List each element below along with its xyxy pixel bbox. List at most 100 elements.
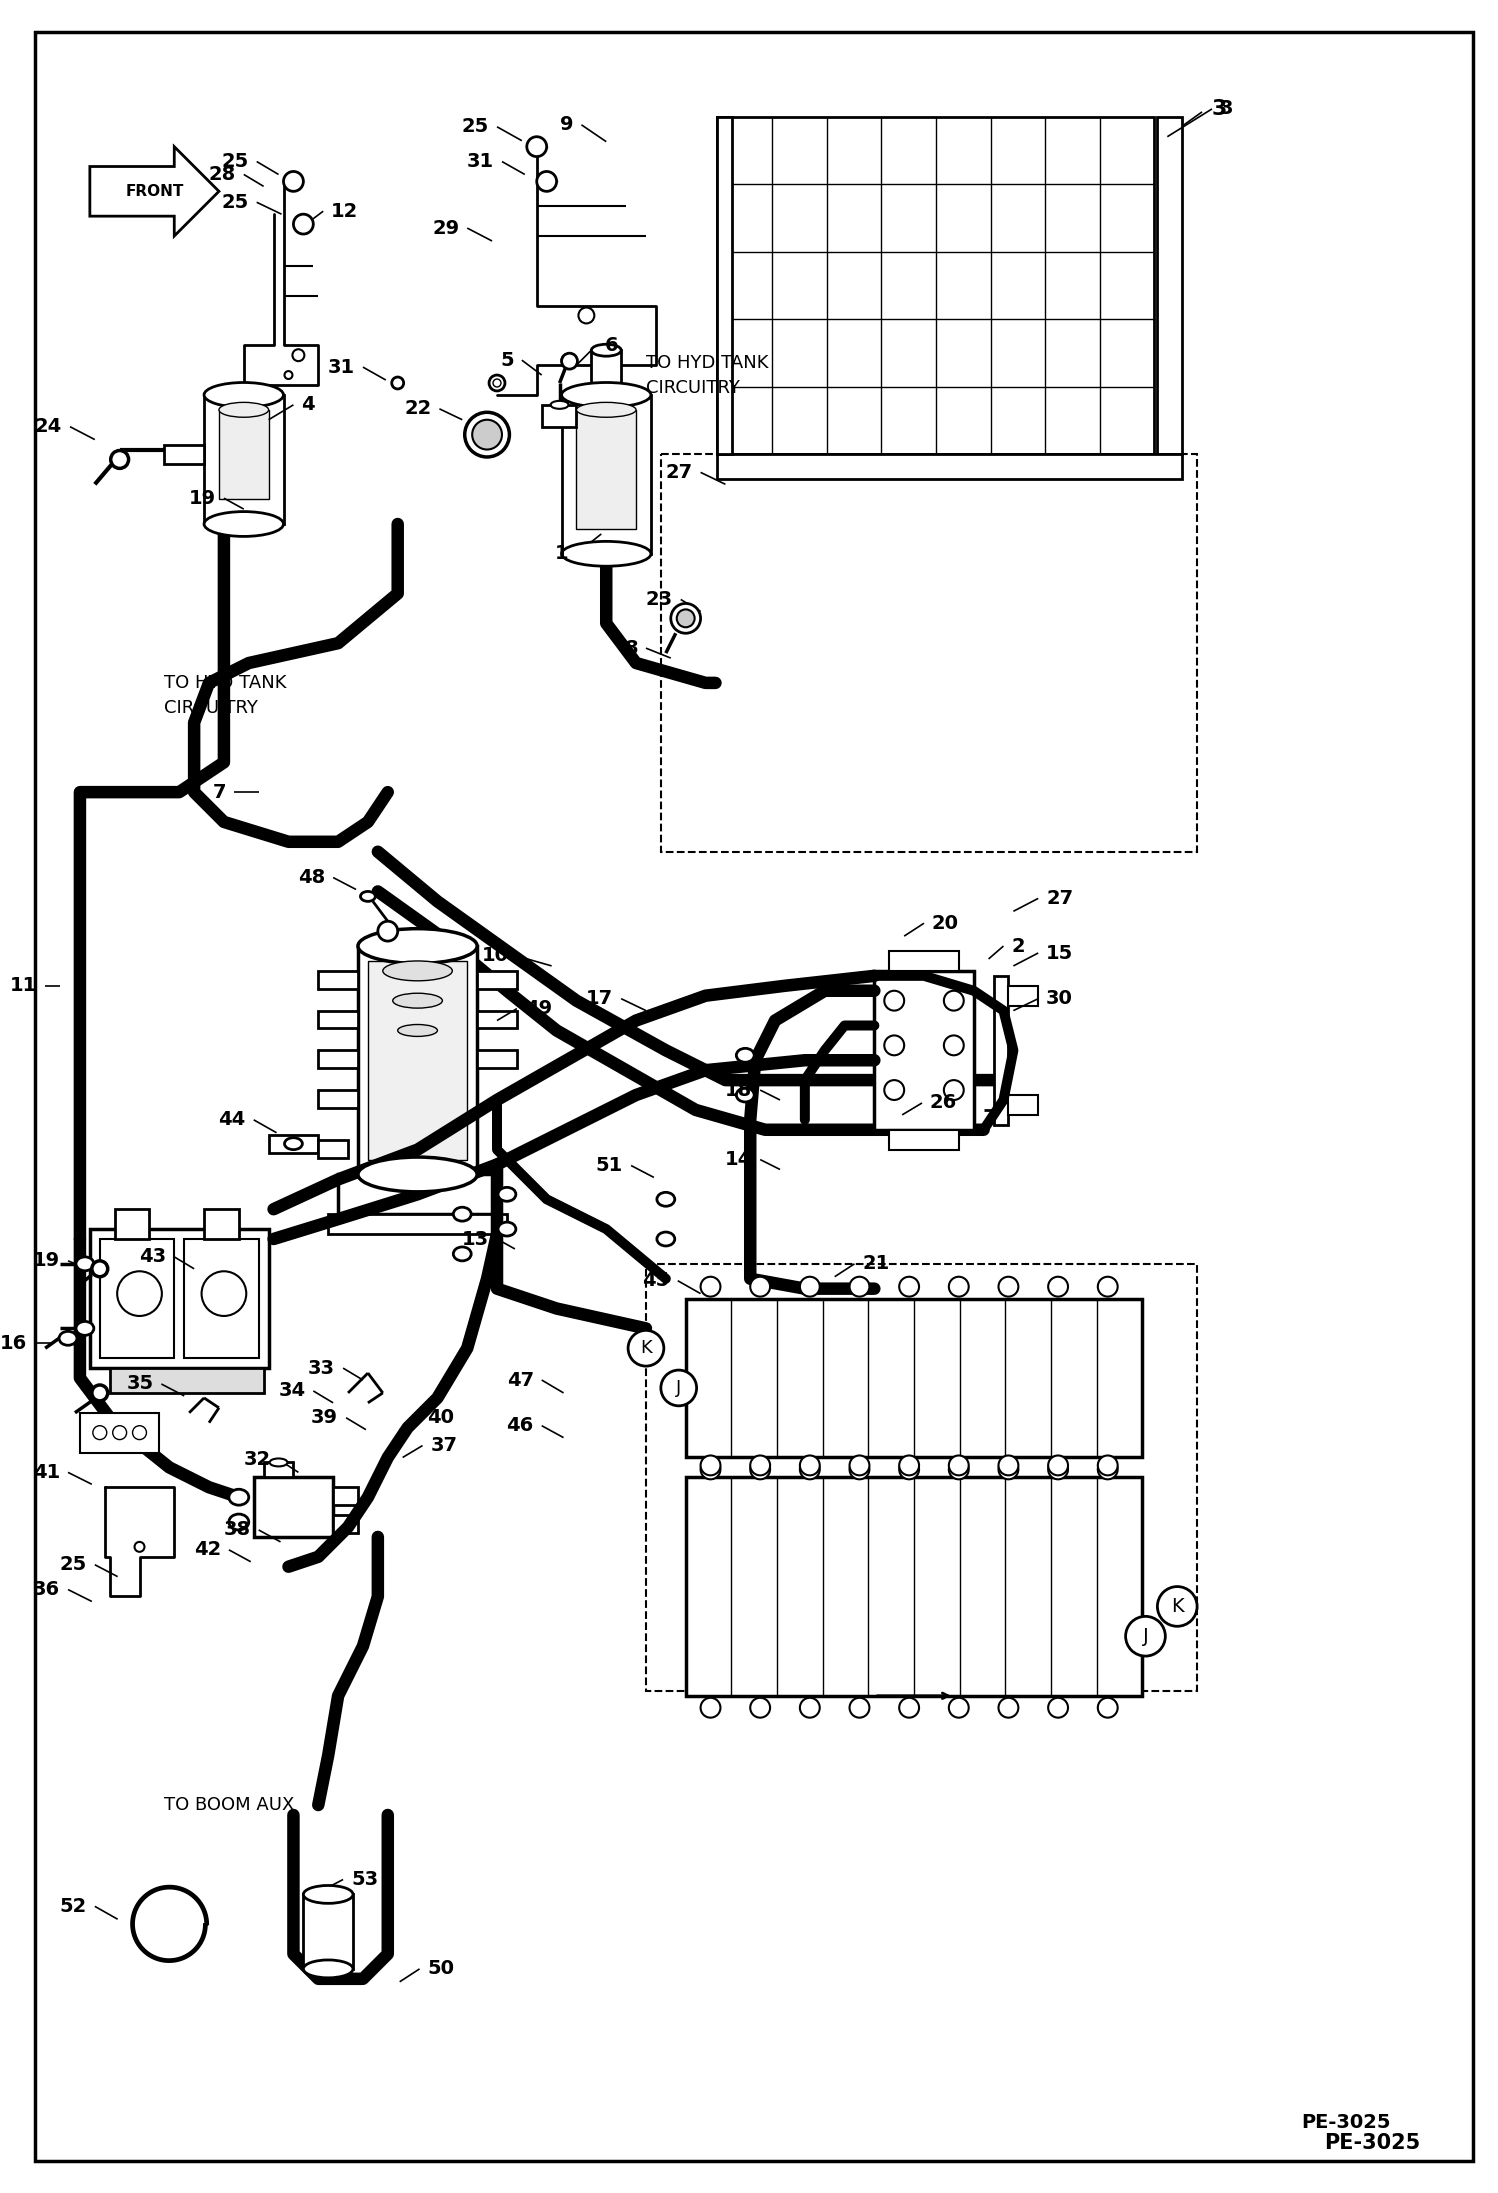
Text: TO HYD TANK: TO HYD TANK	[646, 353, 768, 373]
Bar	[686, 1478, 1143, 1695]
Circle shape	[750, 1456, 770, 1476]
Text: 32: 32	[244, 1450, 271, 1469]
Text: 41: 41	[33, 1463, 60, 1482]
Ellipse shape	[577, 401, 637, 417]
Text: J: J	[676, 1379, 682, 1397]
Circle shape	[701, 1461, 721, 1480]
Text: 19: 19	[33, 1252, 60, 1270]
Circle shape	[800, 1461, 819, 1480]
Circle shape	[884, 1035, 905, 1055]
Ellipse shape	[658, 1193, 674, 1206]
Ellipse shape	[358, 928, 478, 963]
Circle shape	[578, 307, 595, 322]
Bar	[718, 454, 1182, 480]
Text: 3: 3	[1212, 99, 1227, 118]
Text: 48: 48	[298, 868, 325, 886]
Ellipse shape	[737, 1088, 753, 1101]
Text: TO BOOM AUX: TO BOOM AUX	[165, 1796, 295, 1814]
Bar	[79, 1412, 159, 1452]
Text: 35: 35	[126, 1375, 153, 1393]
Circle shape	[899, 1697, 920, 1717]
Text: 38: 38	[223, 1520, 250, 1539]
Bar	[304, 1895, 354, 1969]
Text: 22: 22	[404, 399, 431, 419]
Circle shape	[884, 1081, 905, 1101]
Text: K: K	[640, 1340, 652, 1357]
Polygon shape	[90, 147, 219, 237]
Ellipse shape	[454, 1206, 472, 1222]
Bar	[219, 410, 268, 500]
Bar	[100, 1239, 174, 1357]
Text: 11: 11	[10, 976, 37, 996]
Circle shape	[884, 991, 905, 1011]
Bar	[204, 1208, 238, 1239]
Text: 45: 45	[643, 1272, 670, 1289]
Circle shape	[701, 1456, 721, 1476]
Ellipse shape	[658, 1232, 674, 1246]
Text: 49: 49	[524, 1000, 551, 1018]
Ellipse shape	[204, 511, 283, 537]
Bar	[718, 116, 1155, 454]
Circle shape	[562, 355, 571, 364]
Ellipse shape	[358, 1158, 478, 1191]
Circle shape	[750, 1461, 770, 1480]
Ellipse shape	[454, 1248, 472, 1261]
Bar	[268, 1134, 318, 1154]
Ellipse shape	[229, 1513, 249, 1531]
Ellipse shape	[229, 1489, 249, 1504]
Circle shape	[1049, 1276, 1068, 1296]
Bar	[318, 971, 358, 989]
Text: 7: 7	[213, 783, 226, 803]
Circle shape	[999, 1276, 1019, 1296]
Bar	[204, 395, 283, 524]
Bar	[333, 1515, 358, 1533]
Circle shape	[899, 1461, 920, 1480]
Circle shape	[948, 1276, 969, 1296]
Text: 33: 33	[309, 1360, 336, 1377]
Circle shape	[1098, 1276, 1118, 1296]
Text: 18: 18	[725, 1081, 752, 1099]
Circle shape	[135, 1542, 144, 1553]
Text: 44: 44	[219, 1110, 246, 1129]
Ellipse shape	[497, 1222, 515, 1237]
Text: 2: 2	[1011, 936, 1025, 956]
Text: 30: 30	[1046, 989, 1073, 1009]
Circle shape	[800, 1276, 819, 1296]
Bar	[184, 1239, 259, 1357]
Text: 31: 31	[467, 151, 494, 171]
Bar	[875, 971, 974, 1129]
Circle shape	[849, 1456, 869, 1476]
Bar	[369, 961, 467, 1160]
Text: 15: 15	[1046, 943, 1074, 963]
Bar	[358, 945, 478, 1175]
Ellipse shape	[91, 1261, 108, 1276]
Bar	[1008, 987, 1038, 1007]
Circle shape	[948, 1697, 969, 1717]
Circle shape	[1049, 1456, 1068, 1476]
Text: CIRCUITRY: CIRCUITRY	[646, 379, 740, 397]
Ellipse shape	[76, 1257, 94, 1270]
Circle shape	[701, 1697, 721, 1717]
Circle shape	[800, 1456, 819, 1476]
Ellipse shape	[562, 382, 652, 408]
Text: PE-3025: PE-3025	[1324, 2132, 1420, 2154]
Text: 29: 29	[431, 219, 460, 237]
Circle shape	[999, 1697, 1019, 1717]
Bar	[478, 971, 517, 989]
Ellipse shape	[58, 1331, 76, 1344]
Ellipse shape	[562, 542, 652, 566]
Text: 17: 17	[586, 989, 613, 1009]
Ellipse shape	[285, 1138, 303, 1149]
Circle shape	[944, 1081, 963, 1101]
Circle shape	[750, 1276, 770, 1296]
Ellipse shape	[592, 344, 622, 355]
Bar	[1008, 1094, 1038, 1114]
Text: 42: 42	[193, 1539, 220, 1559]
Text: 23: 23	[646, 590, 673, 610]
Circle shape	[536, 171, 557, 191]
Bar	[318, 1050, 358, 1068]
Circle shape	[999, 1461, 1019, 1480]
Circle shape	[1098, 1461, 1118, 1480]
Bar	[328, 1215, 506, 1235]
Ellipse shape	[204, 382, 283, 408]
